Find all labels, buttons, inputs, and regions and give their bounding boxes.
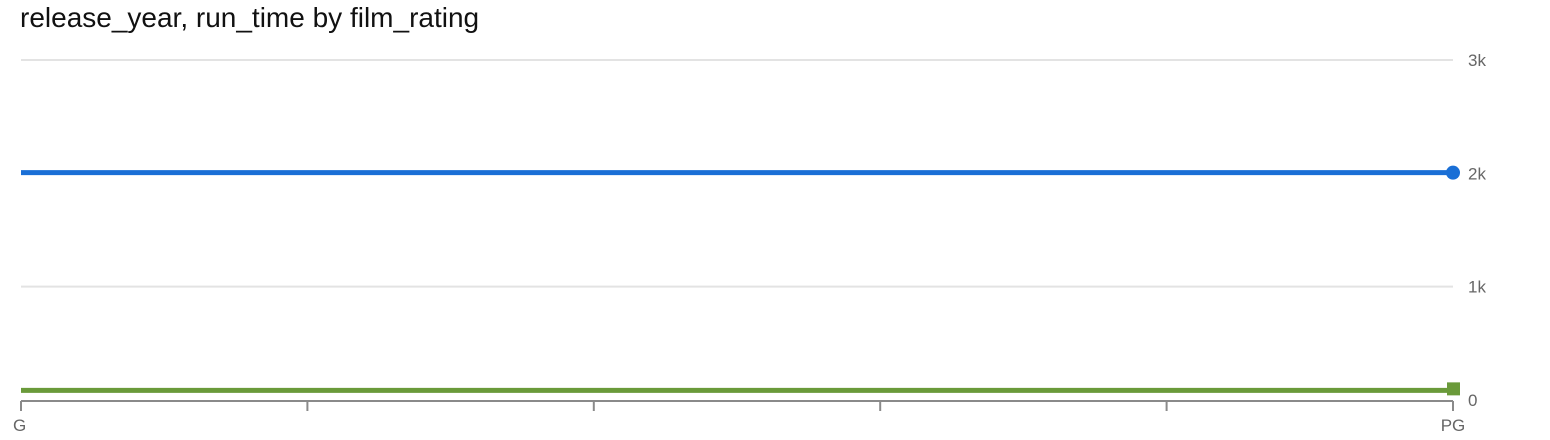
data-point-marker xyxy=(1447,382,1460,396)
tick-labels: 0 1k 2k 3k G PG xyxy=(13,51,1486,435)
x-axis xyxy=(20,400,1454,411)
data-point-marker xyxy=(1446,165,1460,180)
y-tick-label: 3k xyxy=(1468,51,1486,70)
chart-title: release_year, run_time by film_rating xyxy=(20,2,480,33)
y-tick-label: 1k xyxy=(1468,278,1486,297)
x-tick-label: PG xyxy=(1441,416,1466,435)
y-tick-label: 2k xyxy=(1468,164,1486,183)
x-tick-label: G xyxy=(13,416,26,435)
series-lines xyxy=(21,165,1460,396)
y-tick-label: 0 xyxy=(1468,391,1477,410)
